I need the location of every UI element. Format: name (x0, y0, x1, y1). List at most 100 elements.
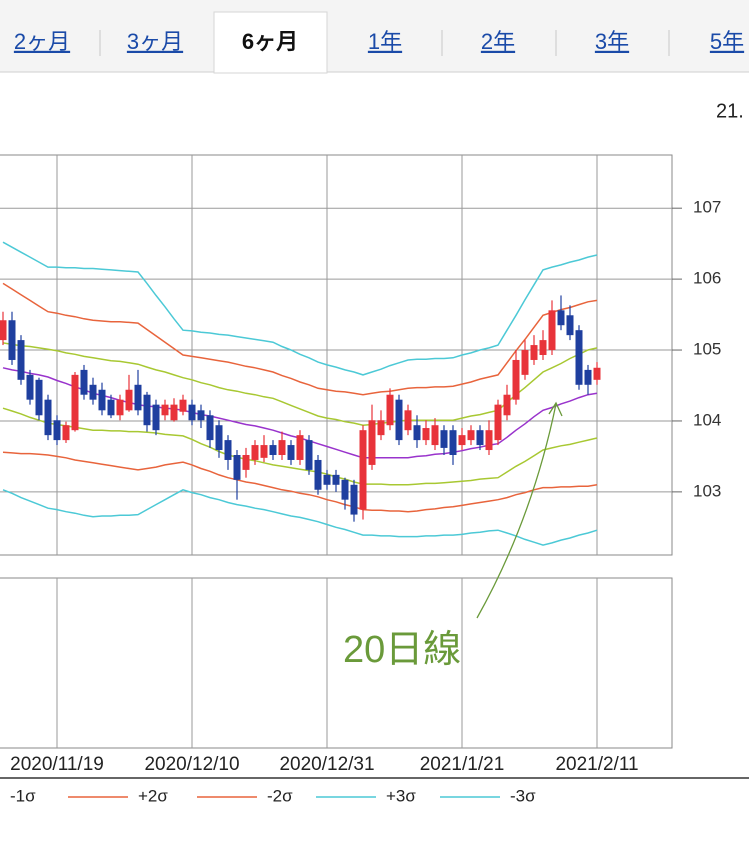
x-tick-label: 2020/11/19 (10, 754, 104, 775)
candle-body (539, 340, 547, 355)
annotation-arrow (476, 403, 557, 619)
candle-body (386, 394, 394, 426)
plot-frame (0, 154, 673, 556)
candle-body (35, 379, 43, 416)
tab[interactable]: 5年 (710, 29, 744, 54)
candle-body (53, 420, 61, 441)
candle-body (359, 430, 367, 510)
candle-body (341, 479, 349, 500)
candle-body (179, 399, 187, 412)
candle-body (395, 399, 403, 441)
candle-body (224, 440, 232, 460)
y-tick-label: 106 (693, 269, 721, 288)
x-tick-label: 2021/2/11 (555, 754, 638, 775)
candle-body (269, 445, 277, 455)
tab-bar (0, 0, 749, 72)
candle-body (476, 430, 484, 446)
x-tick-label: 2021/1/21 (420, 754, 505, 775)
band-line (2, 241, 598, 376)
candle-body (197, 410, 205, 421)
chart: 103 104 105 106 107 2020/11/19 2020/12/10 2020/… (0, 154, 749, 805)
legend-label: -1σ (10, 786, 36, 805)
y-tick-label: 107 (693, 198, 721, 217)
candle-body (458, 435, 466, 446)
y-tick-label: 103 (693, 481, 721, 500)
candle-body (530, 345, 538, 360)
candle-body (215, 425, 223, 451)
candle-body (188, 404, 196, 421)
candle-body (566, 315, 574, 336)
candle-body (557, 310, 565, 326)
candle-body (107, 399, 115, 416)
tab[interactable]: 3ヶ月 (127, 29, 183, 54)
header-fragment: 21. (716, 100, 744, 122)
tab[interactable]: 1年 (368, 29, 402, 54)
tab[interactable]: 2ヶ月 (14, 29, 70, 54)
candle-body (89, 384, 97, 400)
candle-body (521, 350, 529, 375)
candle-body (422, 428, 430, 441)
candle-body (26, 374, 34, 400)
candle-body (278, 440, 286, 455)
y-tick-label: 104 (693, 410, 721, 429)
candle-body (377, 420, 385, 436)
candle-body (512, 359, 520, 400)
tab[interactable]: 2年 (481, 29, 515, 54)
legend-label: +3σ (386, 786, 416, 805)
candle-body (260, 445, 268, 458)
candle-body (17, 340, 25, 380)
candle-body (503, 394, 511, 416)
band-line (2, 488, 598, 546)
candle-body (305, 440, 313, 470)
band-line (2, 282, 598, 396)
candle-body (467, 430, 475, 441)
candle-body (368, 420, 376, 465)
candle-body (152, 404, 160, 431)
candle-body (494, 404, 502, 441)
candle-body (233, 455, 241, 480)
candle-body (8, 320, 16, 360)
candle-body (593, 367, 601, 380)
candle-body (440, 430, 448, 448)
legend-label: -2σ (267, 786, 293, 805)
candle-body (287, 445, 295, 460)
candle-body (332, 474, 340, 485)
candle-body (44, 399, 52, 436)
candle-body (161, 404, 169, 416)
candle-body (413, 425, 421, 441)
candle-body (143, 394, 151, 426)
candle-body (404, 410, 412, 431)
legend-label: -3σ (510, 786, 536, 805)
band-line (2, 407, 598, 486)
candle-body (485, 430, 493, 451)
candle-body (548, 310, 556, 351)
candle-body (80, 369, 88, 395)
candle-body (98, 389, 106, 411)
candle-body (170, 404, 178, 421)
candle-body (323, 474, 331, 485)
x-tick-label: 2020/12/10 (144, 754, 239, 775)
candle-body (296, 435, 304, 460)
candle-body (242, 455, 250, 470)
candle-body (0, 320, 7, 341)
candle-body (431, 425, 439, 446)
candle-body (251, 445, 259, 460)
tab[interactable]: 6ヶ月 (242, 29, 298, 54)
candle-body (134, 384, 142, 411)
candle-body (314, 459, 322, 490)
selected-tab (213, 11, 328, 74)
candle-body (125, 389, 133, 411)
tab[interactable]: 3年 (595, 29, 629, 54)
candle-body (62, 425, 70, 441)
lower-panel-frame (0, 577, 673, 749)
annotation: 20日線 (343, 629, 461, 671)
candle-body (575, 330, 583, 385)
candle-body (116, 399, 124, 416)
candle-body (449, 430, 457, 455)
candle-body (206, 415, 214, 441)
x-tick-label: 2020/12/31 (279, 754, 374, 775)
legend-label: +2σ (138, 786, 168, 805)
candle-body (584, 369, 592, 385)
y-tick-label: 105 (693, 340, 721, 359)
